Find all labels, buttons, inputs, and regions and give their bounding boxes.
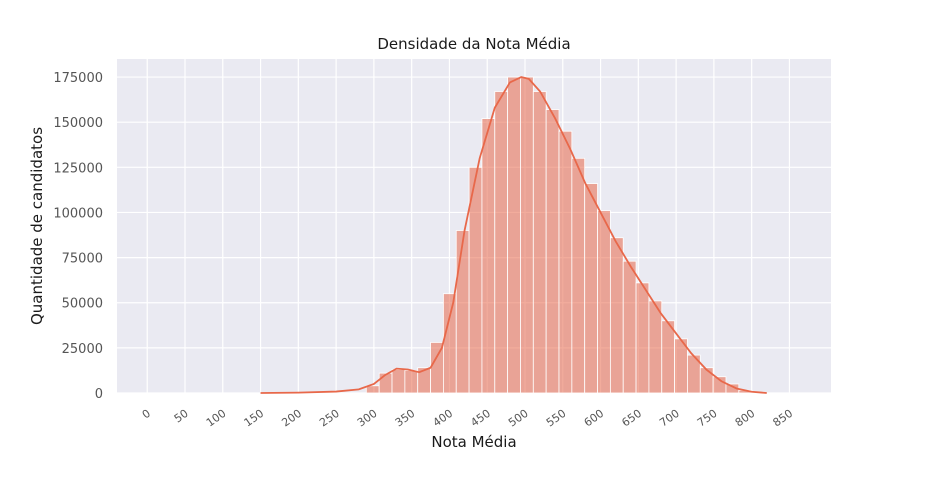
y-axis-label: Quantidade de candidatos — [28, 127, 46, 325]
histogram-bar — [442, 293, 457, 394]
x-tick-label: 550 — [544, 407, 569, 430]
histogram-bar — [699, 367, 714, 394]
x-tick-label: 600 — [582, 407, 607, 430]
x-tick-label: 850 — [771, 407, 796, 430]
histogram-bar — [584, 183, 598, 394]
y-tick-label: 150000 — [53, 116, 103, 131]
y-tick-label: 100000 — [53, 206, 103, 221]
x-tick-label: 50 — [172, 407, 191, 426]
x-tick-label: 650 — [619, 407, 644, 430]
chart-title: Densidade da Nota Média — [377, 35, 570, 53]
histogram-bar — [391, 369, 406, 394]
histogram-bar — [532, 91, 547, 394]
histogram-bar — [661, 320, 675, 394]
histogram-bar — [635, 282, 650, 394]
histogram-bar — [648, 300, 663, 394]
x-tick-label: 750 — [695, 407, 720, 430]
x-tick-label: 0 — [140, 407, 153, 422]
x-tick-label: 300 — [355, 407, 380, 430]
histogram-bar — [571, 157, 586, 394]
x-tick-label: 400 — [431, 407, 456, 430]
x-tick-label: 350 — [393, 407, 418, 430]
histogram-bar — [455, 230, 470, 394]
histogram-bar — [622, 260, 637, 394]
histogram-bars — [365, 76, 753, 394]
histogram-bar — [494, 91, 509, 394]
histogram-bar — [545, 109, 560, 394]
histogram-bar — [378, 372, 393, 394]
y-tick-label: 175000 — [53, 71, 103, 86]
x-tick-label: 500 — [506, 407, 531, 430]
y-tick-labels: 0 25000 50000 75000 100000 125000 150000 175000 — [53, 71, 103, 402]
histogram-bar — [507, 76, 521, 394]
x-tick-label: 150 — [242, 407, 267, 430]
y-tick-label: 25000 — [62, 342, 103, 357]
histogram-bar — [481, 118, 496, 394]
histogram-bar — [597, 210, 611, 394]
x-axis-label: Nota Média — [431, 433, 516, 451]
kde-curve — [260, 76, 767, 394]
x-tick-label: 450 — [468, 407, 493, 430]
y-tick-label: 50000 — [62, 297, 103, 312]
x-tick-labels: 0 50 100 150 200 250 300 350 400 450 500 550 600 650 7… — [140, 407, 795, 430]
y-tick-label: 125000 — [53, 161, 103, 176]
x-tick-label: 700 — [657, 407, 682, 430]
x-tick-label: 250 — [317, 407, 342, 430]
histogram-bar — [609, 237, 624, 394]
histogram-bar — [558, 130, 573, 394]
y-tick-label: 75000 — [62, 252, 103, 267]
x-tick-label: 800 — [733, 407, 758, 430]
x-tick-label: 200 — [279, 407, 304, 430]
x-tick-label: 100 — [204, 407, 229, 430]
y-tick-label: 0 — [95, 387, 103, 402]
histogram-bar — [520, 76, 534, 394]
histogram-bar — [404, 370, 419, 394]
